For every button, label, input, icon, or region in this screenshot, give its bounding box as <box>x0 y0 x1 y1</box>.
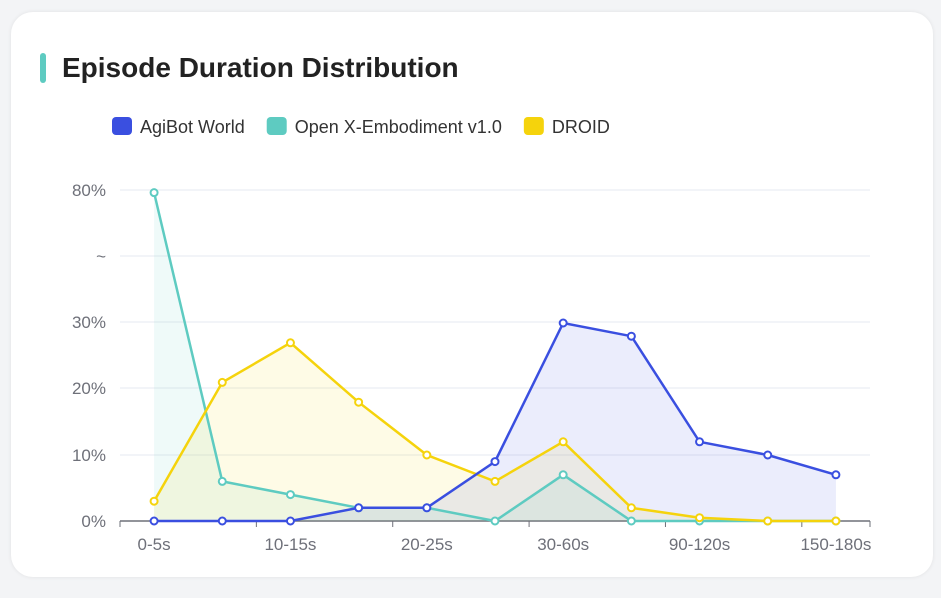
x-tick-label: 10-15s <box>264 535 316 554</box>
data-point[interactable] <box>831 516 841 526</box>
series-area <box>154 323 836 521</box>
data-point[interactable] <box>626 516 636 526</box>
data-point[interactable] <box>490 457 500 467</box>
legend-swatch[interactable] <box>523 117 544 135</box>
data-point[interactable] <box>558 470 568 480</box>
data-point[interactable] <box>695 513 705 523</box>
legend-swatch[interactable] <box>266 117 287 135</box>
data-point[interactable] <box>763 450 773 460</box>
x-tick-label: 30-60s <box>537 535 589 554</box>
data-point[interactable] <box>626 331 636 341</box>
series-area <box>154 192 836 521</box>
data-point[interactable] <box>217 476 227 486</box>
chart-title-text: Episode Duration Distribution <box>62 52 459 83</box>
data-point[interactable] <box>354 397 364 407</box>
title-accent-bar <box>40 53 46 83</box>
data-point[interactable] <box>558 437 568 447</box>
data-point[interactable] <box>149 516 159 526</box>
data-point[interactable] <box>626 503 636 513</box>
series-area <box>154 342 836 521</box>
y-tick-label: 30% <box>72 313 106 332</box>
y-tick-label: 0% <box>81 512 106 531</box>
data-point[interactable] <box>285 490 295 500</box>
data-point[interactable] <box>217 377 227 387</box>
data-point[interactable] <box>285 516 295 526</box>
data-point[interactable] <box>149 188 159 198</box>
data-point[interactable] <box>217 516 227 526</box>
data-point[interactable] <box>149 496 159 506</box>
y-tick-label: 10% <box>72 446 106 465</box>
data-point[interactable] <box>695 437 705 447</box>
x-tick-label: 90-120s <box>669 535 730 554</box>
data-point[interactable] <box>285 338 295 348</box>
x-tick-label: 0-5s <box>138 535 171 554</box>
data-point[interactable] <box>490 476 500 486</box>
data-point[interactable] <box>422 450 432 460</box>
legend-label[interactable]: DROID <box>552 117 610 137</box>
legend-label[interactable]: AgiBot World <box>140 117 245 137</box>
y-tick-label: 20% <box>72 379 106 398</box>
data-point[interactable] <box>558 318 568 328</box>
data-point[interactable] <box>763 516 773 526</box>
y-tick-label: ~ <box>96 247 106 266</box>
data-point[interactable] <box>354 503 364 513</box>
x-tick-label: 150-180s <box>800 535 871 554</box>
legend-label[interactable]: Open X-Embodiment v1.0 <box>295 117 502 137</box>
x-tick-label: 20-25s <box>401 535 453 554</box>
y-tick-label: 80% <box>72 181 106 200</box>
data-point[interactable] <box>831 470 841 480</box>
legend-swatch[interactable] <box>112 117 132 135</box>
chart-title: Episode Duration Distribution <box>40 52 459 84</box>
data-point[interactable] <box>490 516 500 526</box>
data-point[interactable] <box>422 503 432 513</box>
